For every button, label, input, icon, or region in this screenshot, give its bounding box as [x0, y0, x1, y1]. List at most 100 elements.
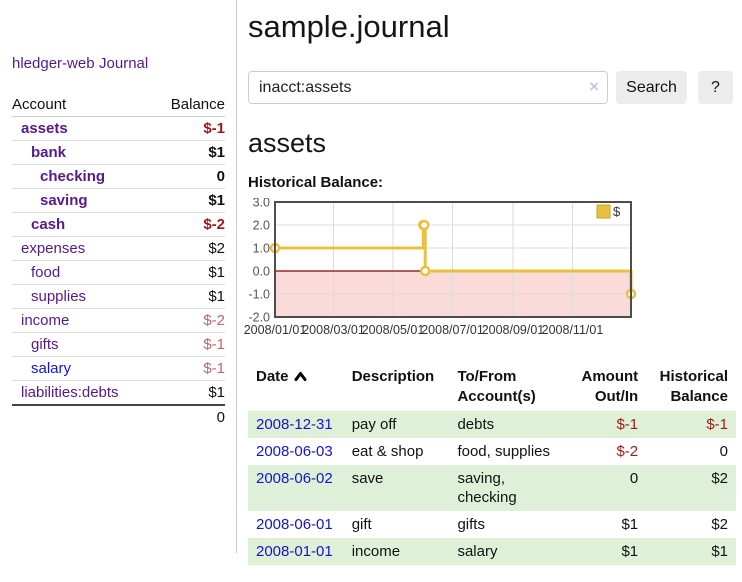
txn-balance: $-1	[706, 416, 728, 433]
account-row: checking 0	[12, 165, 225, 189]
account-row: income $-2	[12, 309, 225, 333]
clear-search-icon[interactable]: ×	[589, 77, 599, 96]
chart-x-tick-label: 2008/01/01	[244, 323, 307, 337]
account-row: expenses $2	[12, 237, 225, 261]
account-row: food $1	[12, 261, 225, 285]
register-row: 2008-06-03 eat & shop food, supplies $-2 0	[248, 438, 736, 465]
account-link-salary[interactable]: salary	[31, 360, 72, 377]
register-header-description: Description	[344, 364, 450, 411]
chart-legend-label: $	[613, 204, 621, 219]
account-name: assets	[12, 120, 68, 137]
chart-x-tick-label: 2008/03/01	[302, 323, 365, 337]
account-row: liabilities:debts $1	[12, 381, 225, 405]
search-form: × Search ?	[248, 71, 736, 104]
register-header-label: Description	[351, 368, 435, 385]
page-title: sample.journal	[248, 9, 450, 44]
account-link-food[interactable]: food	[31, 264, 61, 281]
txn-date-link[interactable]: 2008-12-31	[256, 416, 333, 433]
account-link-gifts[interactable]: gifts	[31, 336, 59, 353]
txn-description: pay off	[351, 416, 397, 433]
account-row: supplies $1	[12, 285, 225, 309]
account-name: salary	[12, 360, 71, 377]
account-link-checking[interactable]: checking	[40, 168, 106, 185]
txn-amount: $-1	[616, 416, 639, 433]
account-link-liabilities:debts[interactable]: liabilities:debts	[21, 384, 119, 401]
txn-date-link[interactable]: 2008-01-01	[256, 543, 333, 560]
account-balance: $2	[208, 240, 225, 257]
account-heading: assets	[248, 128, 327, 158]
register-header-amount-out-in: Amount Out/In	[574, 364, 647, 411]
txn-date-cell: 2008-06-02	[248, 465, 344, 511]
search-button[interactable]: Search	[616, 71, 687, 104]
help-button[interactable]: ?	[698, 71, 733, 104]
account-balance: 0	[216, 168, 225, 185]
account-name: gifts	[12, 336, 59, 353]
accounts-total-value: 0	[216, 409, 225, 426]
account-balance: $1	[208, 192, 225, 209]
account-name: liabilities:debts	[12, 384, 119, 401]
chevron-up-icon	[294, 372, 307, 381]
chart-data-point	[419, 265, 431, 277]
register-header-date[interactable]: Date	[248, 364, 344, 411]
register-row: 2008-12-31 pay off debts $-1 $-1	[248, 411, 736, 438]
txn-balance: 0	[719, 443, 728, 460]
accounts-header-balance: Balance	[170, 96, 225, 113]
register-header-to-from-account-s-: To/From Account(s)	[449, 364, 573, 411]
register-header-label: To/From Account(s)	[457, 368, 536, 405]
txn-balance: $2	[711, 470, 728, 487]
txn-date-link[interactable]: 2008-06-01	[256, 516, 333, 533]
chart-y-tick-label: -2.0	[248, 311, 270, 325]
chart-data-point	[418, 219, 430, 231]
account-name: checking	[12, 168, 105, 185]
account-link-income[interactable]: income	[21, 312, 70, 329]
txn-amount: $1	[621, 516, 639, 533]
historical-balance-chart: 3.0 2.0 1.0 0.0 -1.0 -2.0 2008/01/01 2008/03/01…	[240, 196, 736, 345]
txn-accounts: gifts	[457, 516, 485, 533]
account-balance: $-2	[203, 216, 225, 233]
account-link-supplies[interactable]: supplies	[31, 288, 87, 305]
account-row: gifts $-1	[12, 333, 225, 357]
txn-description: income	[351, 543, 401, 560]
register-header-label: Date	[256, 368, 289, 385]
account-balance: $-1	[203, 360, 225, 377]
txn-date-link[interactable]: 2008-06-02	[256, 470, 333, 487]
search-input-wrap: ×	[248, 71, 608, 104]
register-header-historical-balance: Historical Balance	[646, 364, 736, 411]
chart-y-tick-label: 0.0	[253, 265, 270, 279]
sidebar: hledger-web Journal Account Balance asse…	[0, 0, 237, 553]
account-link-assets[interactable]: assets	[21, 120, 68, 137]
account-balance: $1	[208, 264, 225, 281]
account-name: income	[12, 312, 69, 329]
main-content: sample.journal × Search ? assets Histori…	[244, 0, 736, 565]
account-name: expenses	[12, 240, 85, 257]
txn-description: gift	[351, 516, 372, 533]
account-link-expenses[interactable]: expenses	[21, 240, 86, 257]
account-name: bank	[12, 144, 66, 161]
account-name: food	[12, 264, 60, 281]
account-link-bank[interactable]: bank	[31, 144, 67, 161]
accounts-table: Account Balance assets $-1 bank $1 checking 0…	[12, 93, 225, 429]
search-input[interactable]	[248, 71, 608, 104]
account-row: bank $1	[12, 141, 225, 165]
txn-accounts: food, supplies	[457, 443, 551, 460]
txn-amount: $-2	[616, 443, 639, 460]
app-title-link[interactable]: hledger-web	[12, 55, 95, 72]
chart-y-tick-label: -1.0	[248, 288, 270, 302]
txn-description: eat & shop	[351, 443, 424, 460]
register-header-label: Historical Balance	[659, 368, 728, 405]
txn-date-cell: 2008-06-03	[248, 438, 344, 465]
txn-accounts: salary	[457, 543, 498, 560]
chart-y-tick-label: 1.0	[253, 242, 270, 256]
account-name: saving	[12, 192, 88, 209]
account-link-cash[interactable]: cash	[31, 216, 66, 233]
chart-y-tick-label: 2.0	[253, 219, 270, 233]
account-balance: $1	[208, 144, 225, 161]
account-name: supplies	[12, 288, 86, 305]
sidebar-item-journal[interactable]: Journal	[99, 55, 149, 72]
txn-date-link[interactable]: 2008-06-03	[256, 443, 333, 460]
account-link-saving[interactable]: saving	[40, 192, 88, 209]
account-balance: $-1	[203, 336, 225, 353]
account-row: assets $-1	[12, 117, 225, 141]
chart-x-tick-label: 2008/09/01	[482, 323, 545, 337]
txn-amount: $1	[621, 543, 639, 560]
